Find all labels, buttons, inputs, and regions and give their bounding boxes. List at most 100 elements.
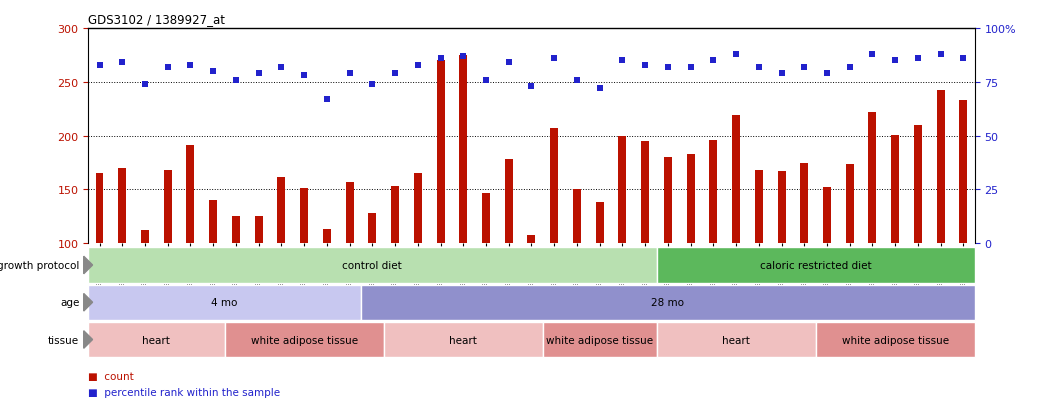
Point [318,97,335,103]
Bar [595,203,604,244]
Bar [323,230,331,244]
Text: ■  percentile rank within the sample: ■ percentile rank within the sample [88,387,280,397]
Bar [528,235,535,244]
Text: white adipose tissue: white adipose tissue [842,335,949,345]
Bar [482,193,489,244]
Text: tissue: tissue [48,335,79,345]
Bar [361,285,975,320]
Bar [384,322,542,357]
Point [523,83,539,90]
Point [387,71,403,77]
Bar [656,322,816,357]
Point [909,56,926,62]
Point [887,58,903,64]
Bar [437,61,445,244]
Bar [936,91,945,244]
Point [501,60,517,66]
Point [841,64,858,71]
Bar [573,190,581,244]
Bar [542,322,656,357]
Text: 28 mo: 28 mo [651,297,684,308]
Bar [914,126,922,244]
Text: heart: heart [722,335,750,345]
Point [364,81,381,88]
Bar [391,187,399,244]
Text: heart: heart [142,335,170,345]
Bar [618,136,626,244]
Point [751,64,767,71]
Point [819,71,836,77]
Bar [95,174,104,244]
Bar [118,169,127,244]
Bar [459,56,468,244]
Bar [300,189,308,244]
Bar [755,171,763,244]
Bar [414,174,422,244]
Bar [368,214,376,244]
Text: control diet: control diet [342,260,402,271]
Point [183,62,199,69]
Point [682,64,699,71]
Bar [823,188,831,244]
Bar [816,322,975,357]
Point [410,62,426,69]
Bar [141,231,149,244]
Point [160,64,176,71]
Point [432,56,449,62]
Point [205,69,222,75]
Bar [255,217,262,244]
Point [250,71,267,77]
Text: GDS3102 / 1389927_at: GDS3102 / 1389927_at [88,13,225,26]
Bar [88,248,656,283]
Point [91,62,108,69]
Point [955,56,972,62]
Bar [869,113,876,244]
Polygon shape [84,331,92,349]
Text: white adipose tissue: white adipose tissue [546,335,653,345]
Point [705,58,722,64]
Bar [732,116,740,244]
Point [774,71,790,77]
Point [660,64,676,71]
Point [114,60,131,66]
Point [296,73,312,79]
Point [637,62,653,69]
Bar [345,183,354,244]
Bar [232,217,240,244]
Point [228,77,245,84]
Bar [778,172,785,244]
Text: ■  count: ■ count [88,371,134,381]
Text: growth protocol: growth protocol [0,260,79,271]
Text: 4 mo: 4 mo [212,297,237,308]
Text: caloric restricted diet: caloric restricted diet [760,260,871,271]
Point [455,54,472,60]
Bar [88,285,361,320]
Point [864,51,880,58]
Text: heart: heart [449,335,477,345]
Point [137,81,153,88]
Polygon shape [84,256,92,274]
Bar [225,322,384,357]
Point [796,64,813,71]
Bar [278,177,285,244]
Bar [656,248,975,283]
Text: age: age [60,297,79,308]
Point [568,77,585,84]
Bar [891,135,899,244]
Bar [641,142,649,244]
Point [932,51,949,58]
Point [545,56,562,62]
Polygon shape [84,294,92,311]
Bar [209,201,217,244]
Point [341,71,358,77]
Bar [187,146,194,244]
Bar [164,171,172,244]
Text: white adipose tissue: white adipose tissue [251,335,358,345]
Point [728,51,745,58]
Bar [686,154,695,244]
Bar [959,101,968,244]
Bar [801,163,808,244]
Point [478,77,495,84]
Point [614,58,630,64]
Bar [505,160,512,244]
